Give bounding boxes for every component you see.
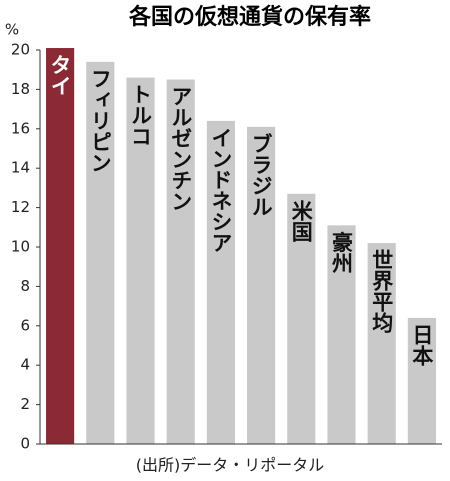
bar [407, 317, 436, 444]
y-tick-label: 0 [20, 435, 30, 453]
source-note: (出所)データ・リポータル [136, 456, 325, 475]
y-tick-label: 16 [11, 119, 30, 137]
y-tick-label: 20 [11, 41, 30, 59]
y-tick-label: 14 [11, 159, 30, 177]
bar [206, 120, 235, 445]
bar-label: 米国 [289, 200, 313, 242]
bar [327, 225, 356, 444]
y-tick-label: 18 [11, 80, 30, 98]
bar-label: トルコ [129, 84, 153, 147]
bar-label: 豪州 [330, 231, 354, 274]
bar [247, 126, 276, 444]
y-tick-label: 10 [11, 238, 30, 256]
bar-label: アルゼンチン [169, 86, 193, 212]
bar [86, 61, 115, 444]
y-tick-label: 12 [11, 198, 30, 216]
bar [367, 243, 396, 444]
y-unit: % [5, 21, 19, 39]
chart-title: 各国の仮想通貨の保有率 [128, 4, 371, 30]
bar [46, 48, 75, 444]
bar-label: タイ [48, 54, 72, 96]
bar-label: フィリピン [88, 68, 112, 173]
bar-label: 世界平均 [370, 249, 394, 333]
y-tick-label: 8 [20, 277, 30, 295]
bar-label: インドネシア [209, 127, 233, 253]
bar [166, 79, 195, 445]
bar [287, 193, 316, 444]
y-tick-label: 2 [20, 395, 30, 413]
bar [126, 77, 155, 444]
y-tick-label: 4 [20, 356, 30, 374]
bar-label: ブラジル [249, 132, 273, 217]
bar-label: 日本 [410, 324, 434, 367]
y-tick-label: 6 [20, 316, 30, 334]
